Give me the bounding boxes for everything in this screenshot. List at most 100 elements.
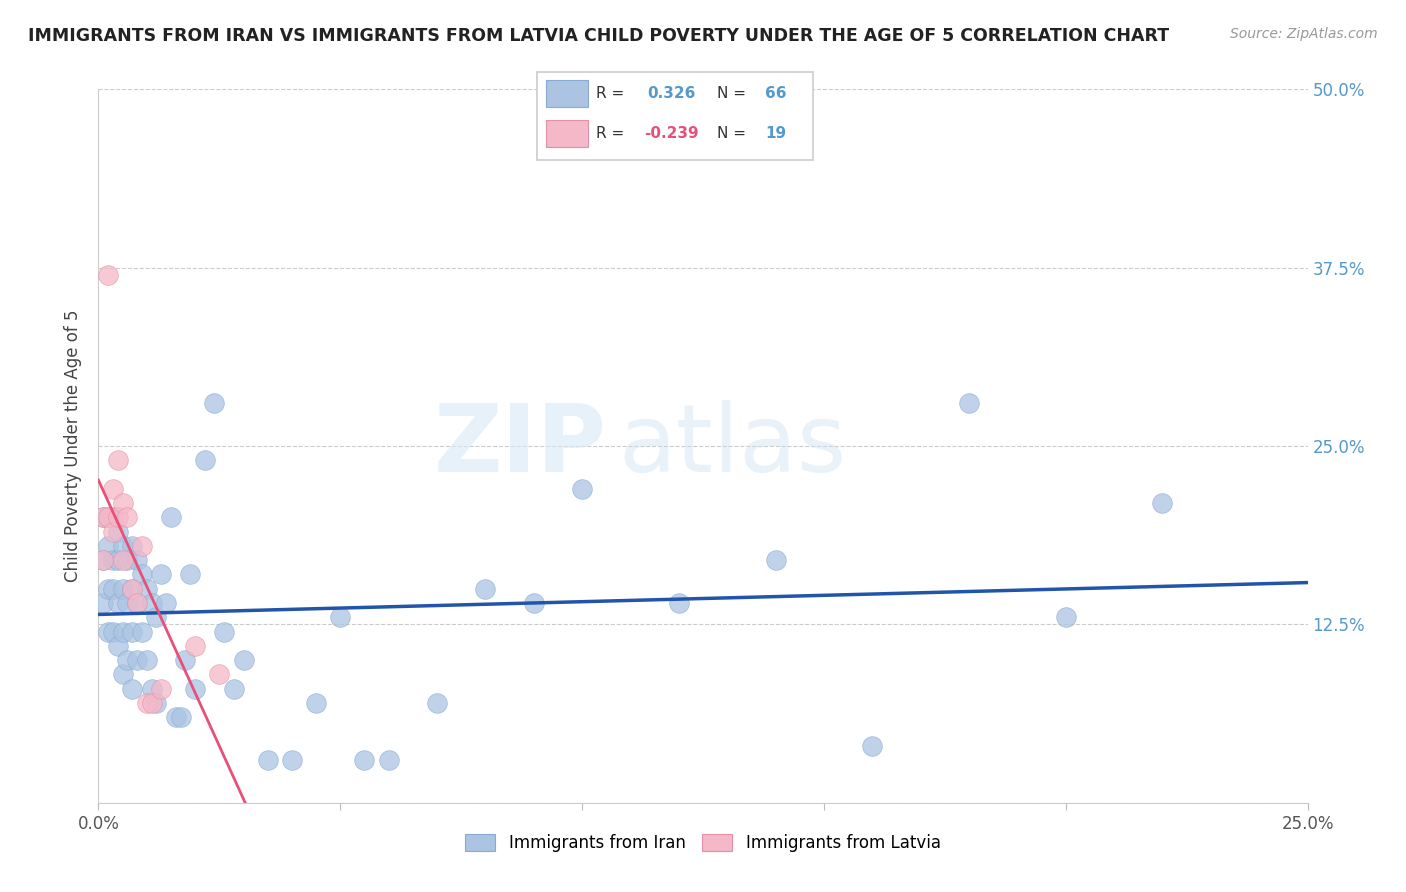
Point	[222, 681, 245, 696]
Text: N =: N =	[717, 127, 747, 141]
Point	[184, 639, 207, 653]
Point	[1054, 610, 1077, 624]
Point	[117, 510, 139, 524]
Point	[107, 639, 129, 653]
Point	[377, 753, 399, 767]
Text: R =: R =	[596, 87, 624, 101]
Point	[121, 624, 143, 639]
Point	[111, 624, 134, 639]
Point	[101, 553, 124, 567]
Point	[111, 539, 134, 553]
Point	[145, 610, 167, 624]
Point	[155, 596, 177, 610]
Point	[107, 596, 129, 610]
Text: 66: 66	[765, 87, 786, 101]
Point	[107, 524, 129, 539]
Point	[127, 596, 149, 610]
Point	[212, 624, 235, 639]
Point	[107, 453, 129, 467]
Point	[165, 710, 187, 724]
Point	[91, 596, 114, 610]
Point	[101, 524, 124, 539]
Text: -0.239: -0.239	[644, 127, 699, 141]
Point	[668, 596, 690, 610]
Point	[141, 696, 163, 710]
Point	[174, 653, 197, 667]
Point	[121, 582, 143, 596]
Point	[111, 496, 134, 510]
Point	[150, 681, 173, 696]
Point	[329, 610, 352, 624]
Point	[111, 667, 134, 681]
Point	[145, 696, 167, 710]
Point	[523, 596, 546, 610]
Point	[353, 753, 375, 767]
Point	[117, 653, 139, 667]
Point	[305, 696, 328, 710]
Point	[184, 681, 207, 696]
Point	[97, 582, 120, 596]
Text: N =: N =	[717, 87, 747, 101]
Point	[97, 510, 120, 524]
Point	[426, 696, 449, 710]
Point	[91, 553, 114, 567]
Point	[91, 510, 114, 524]
Point	[97, 539, 120, 553]
Point	[256, 753, 278, 767]
Point	[204, 396, 226, 410]
Text: IMMIGRANTS FROM IRAN VS IMMIGRANTS FROM LATVIA CHILD POVERTY UNDER THE AGE OF 5 : IMMIGRANTS FROM IRAN VS IMMIGRANTS FROM …	[28, 27, 1170, 45]
Point	[281, 753, 304, 767]
Y-axis label: Child Poverty Under the Age of 5: Child Poverty Under the Age of 5	[65, 310, 83, 582]
Point	[97, 268, 120, 282]
Point	[208, 667, 231, 681]
Text: ZIP: ZIP	[433, 400, 606, 492]
Text: R =: R =	[596, 127, 624, 141]
Point	[127, 596, 149, 610]
Point	[141, 596, 163, 610]
Point	[150, 567, 173, 582]
FancyBboxPatch shape	[537, 72, 813, 160]
Point	[135, 696, 157, 710]
Point	[101, 482, 124, 496]
Point	[101, 510, 124, 524]
Point	[121, 681, 143, 696]
Point	[91, 553, 114, 567]
Point	[160, 510, 183, 524]
Text: atlas: atlas	[619, 400, 846, 492]
Point	[765, 553, 787, 567]
FancyBboxPatch shape	[546, 80, 588, 107]
Point	[97, 510, 120, 524]
FancyBboxPatch shape	[546, 120, 588, 147]
Point	[97, 624, 120, 639]
Point	[135, 582, 157, 596]
Text: Source: ZipAtlas.com: Source: ZipAtlas.com	[1230, 27, 1378, 41]
Point	[121, 582, 143, 596]
Point	[232, 653, 254, 667]
Point	[141, 681, 163, 696]
Point	[111, 582, 134, 596]
Point	[101, 582, 124, 596]
Point	[91, 510, 114, 524]
Point	[117, 596, 139, 610]
Point	[571, 482, 593, 496]
Text: 19: 19	[765, 127, 786, 141]
Point	[860, 739, 883, 753]
Point	[111, 553, 134, 567]
Point	[127, 553, 149, 567]
Point	[194, 453, 217, 467]
Point	[101, 624, 124, 639]
Point	[169, 710, 191, 724]
Point	[107, 553, 129, 567]
Point	[121, 539, 143, 553]
Legend: Immigrants from Iran, Immigrants from Latvia: Immigrants from Iran, Immigrants from La…	[458, 827, 948, 859]
Point	[107, 510, 129, 524]
Point	[131, 567, 153, 582]
Point	[957, 396, 980, 410]
Point	[1152, 496, 1174, 510]
Point	[179, 567, 201, 582]
Text: 0.326: 0.326	[647, 87, 695, 101]
Point	[131, 624, 153, 639]
Point	[131, 539, 153, 553]
Point	[117, 553, 139, 567]
Point	[127, 653, 149, 667]
